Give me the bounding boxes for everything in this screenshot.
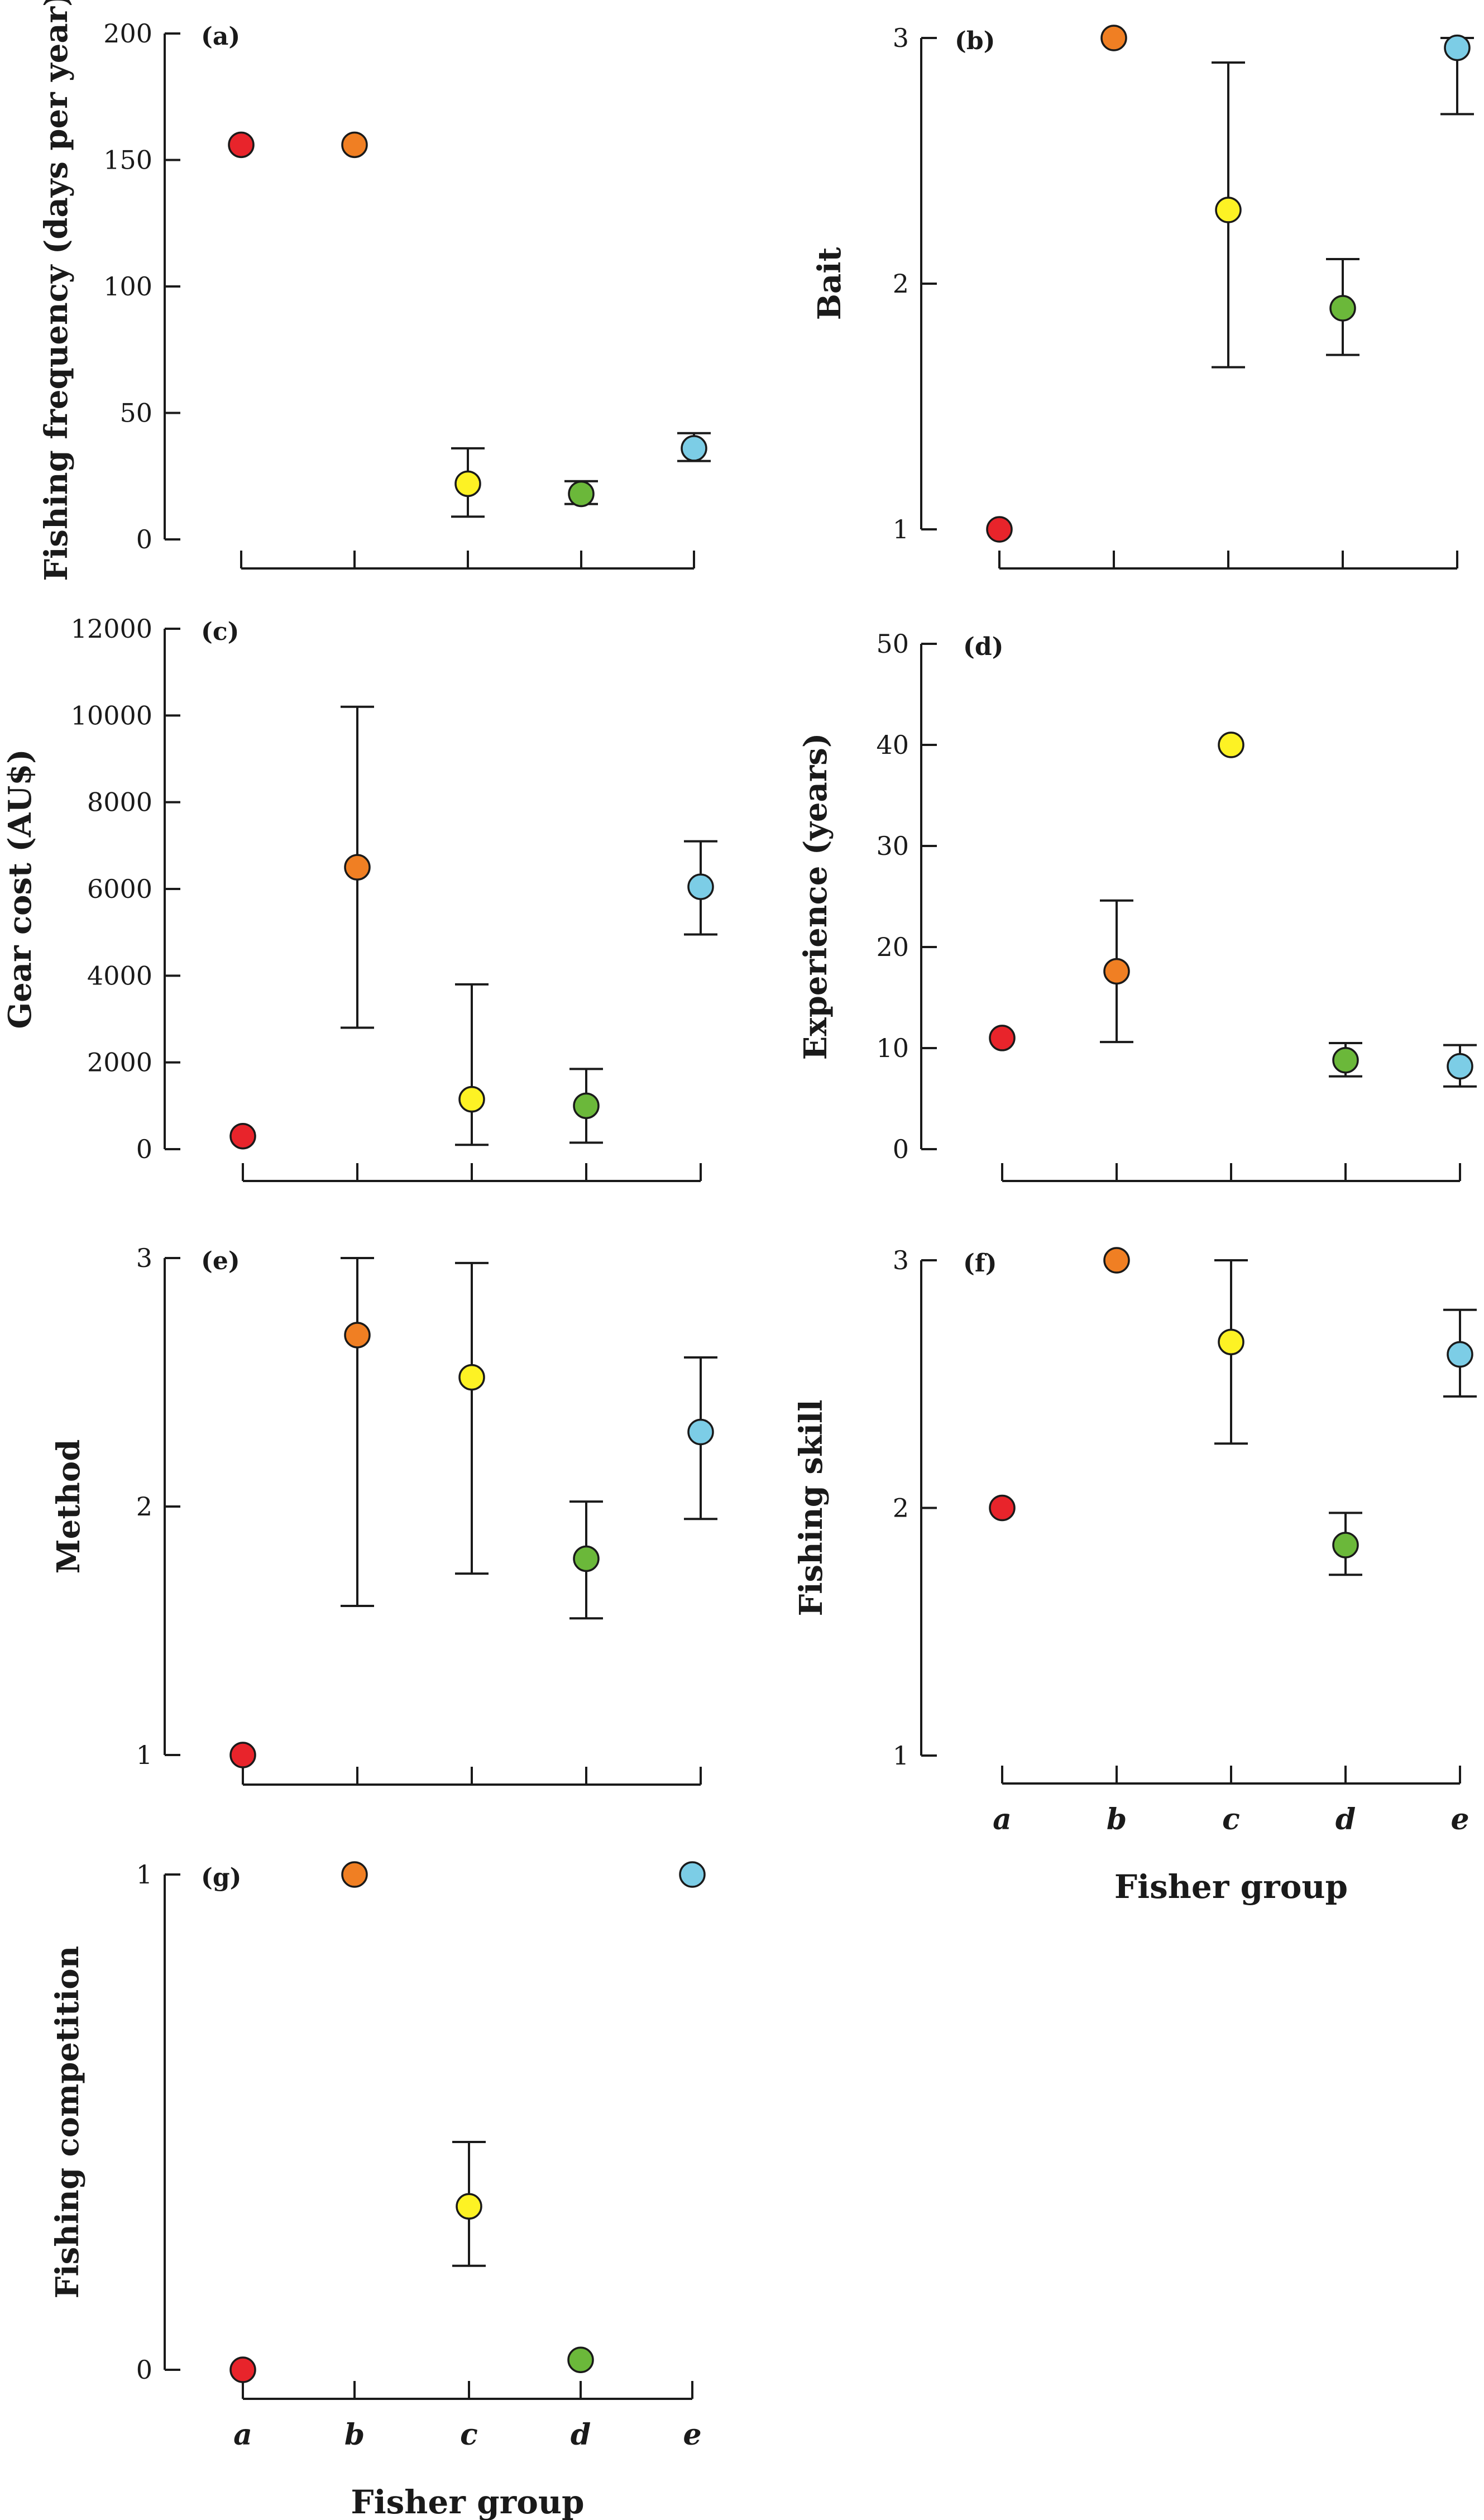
y-tick-label: 4000: [87, 960, 152, 991]
data-point-a: [986, 516, 1013, 543]
y-tick-label: 0: [136, 2355, 152, 2385]
data-point-e: [1447, 1341, 1473, 1368]
panel-e: 1 2 3 (e) Method: [50, 1243, 717, 1786]
y-tick-label: 8000: [87, 787, 152, 817]
data-point-d: [1329, 295, 1356, 322]
y-tick-label: 6000: [87, 874, 152, 904]
data-point-c: [454, 470, 481, 498]
data-point-b: [1100, 25, 1127, 51]
data-point-d: [573, 1092, 600, 1120]
y-tick-label: 200: [103, 18, 152, 49]
data-point-c: [458, 1364, 485, 1391]
x-tick-label: c: [1222, 1802, 1240, 1837]
y-tick-label: 3: [893, 23, 909, 53]
data-point-a: [228, 131, 255, 159]
x-tick-label: a: [993, 1802, 1012, 1837]
data-point-e: [681, 435, 707, 462]
y-tick-label: 1: [136, 1740, 152, 1770]
data-point-c: [1218, 1328, 1244, 1356]
y-axis-title: Fishing skill: [793, 1399, 830, 1616]
y-tick-label: 10000: [71, 700, 152, 730]
y-axis-title: Fishing competition: [49, 1946, 86, 2299]
y-tick-label: 1: [893, 1740, 909, 1771]
y-tick-label: 12000: [71, 614, 152, 644]
x-tick-label: c: [460, 2418, 478, 2452]
y-tick-label: 20: [876, 932, 909, 962]
data-point-d: [568, 480, 595, 508]
y-tick-label: 2: [136, 1491, 152, 1522]
data-point-a: [229, 1742, 256, 1768]
data-point-e: [687, 873, 714, 900]
y-tick-label: 10: [876, 1033, 909, 1063]
panel-d: 0 10 20 30 40 50 (d) Experience (years): [797, 629, 1477, 1182]
panel-label: (a): [201, 22, 240, 51]
y-axis-title: Method: [50, 1440, 87, 1574]
data-point-b: [341, 131, 368, 159]
data-point-d: [573, 1545, 600, 1572]
data-point-b: [1103, 1247, 1130, 1274]
panel-label: (b): [955, 27, 995, 55]
y-tick-label: 2: [893, 1493, 909, 1523]
data-point-e: [679, 1861, 706, 1888]
x-axis-title: Fisher group: [351, 2483, 584, 2520]
data-point-d: [567, 2346, 594, 2374]
data-point-c: [1218, 731, 1244, 758]
y-axis-title: Bait: [811, 247, 848, 320]
data-point-a: [229, 1122, 256, 1150]
panel-label: (d): [963, 633, 1003, 661]
y-tick-label: 0: [893, 1134, 909, 1164]
data-point-c: [458, 1086, 485, 1113]
y-tick-label: 1: [136, 1859, 152, 1890]
data-point-b: [341, 1861, 368, 1888]
y-tick-label: 3: [136, 1243, 152, 1273]
data-point-b: [1103, 958, 1130, 985]
data-point-e: [1444, 34, 1471, 61]
x-tick-label: b: [344, 2418, 365, 2452]
panel-g: 0 1 a b c d e Fisher group (g) Fishing competitio…: [49, 1859, 706, 2520]
data-point-c: [1215, 197, 1242, 223]
panel-f: 1 2 3 a b c d e Fisher group (f) Fishing skill: [793, 1245, 1477, 1906]
panel-label: (g): [201, 1863, 241, 1892]
panel-b: 1 2 3 (b) Bait: [811, 23, 1474, 570]
y-tick-label: 0: [136, 1134, 152, 1164]
data-point-c: [456, 2193, 482, 2220]
y-tick-label: 1: [893, 514, 909, 544]
y-tick-label: 100: [103, 271, 152, 302]
data-point-d: [1332, 1532, 1359, 1558]
panel-c: 0 2000 4000 6000 8000 10000 12000 (c) Gear cost …: [2, 614, 717, 1182]
y-tick-label: 40: [876, 730, 909, 760]
x-tick-label: d: [1335, 1802, 1356, 1837]
y-tick-label: 50: [876, 629, 909, 659]
x-tick-label: d: [571, 2418, 591, 2452]
x-tick-label: e: [683, 2418, 701, 2452]
y-axis-title: Experience (years): [797, 733, 834, 1060]
y-tick-label: 0: [136, 524, 152, 554]
panel-label: (f): [963, 1249, 997, 1278]
data-point-e: [1447, 1053, 1473, 1080]
y-tick-label: 150: [103, 145, 152, 175]
data-point-d: [1332, 1046, 1359, 1074]
y-axis-title: Gear cost (AU$): [2, 749, 39, 1029]
y-tick-label: 2000: [87, 1048, 152, 1078]
data-point-a: [229, 2356, 256, 2383]
data-point-a: [989, 1025, 1016, 1051]
x-tick-label: b: [1107, 1802, 1127, 1837]
y-tick-label: 30: [876, 831, 909, 861]
y-axis-title: Fishing frequency (days per year): [38, 0, 75, 581]
x-tick-label: a: [233, 2418, 252, 2452]
data-point-e: [687, 1418, 714, 1446]
x-axis-title: Fisher group: [1114, 1868, 1348, 1906]
panel-label: (c): [201, 618, 239, 646]
data-point-b: [344, 1322, 371, 1349]
panel-a: 0 50 100 150 200 (a) Fishing frequency (days p…: [38, 0, 711, 581]
y-tick-label: 3: [893, 1245, 909, 1275]
panel-label: (e): [201, 1247, 240, 1275]
data-point-b: [344, 854, 371, 881]
x-tick-label: e: [1451, 1802, 1469, 1837]
y-tick-label: 2: [893, 269, 909, 299]
data-point-a: [989, 1494, 1016, 1522]
y-tick-label: 50: [119, 398, 152, 428]
